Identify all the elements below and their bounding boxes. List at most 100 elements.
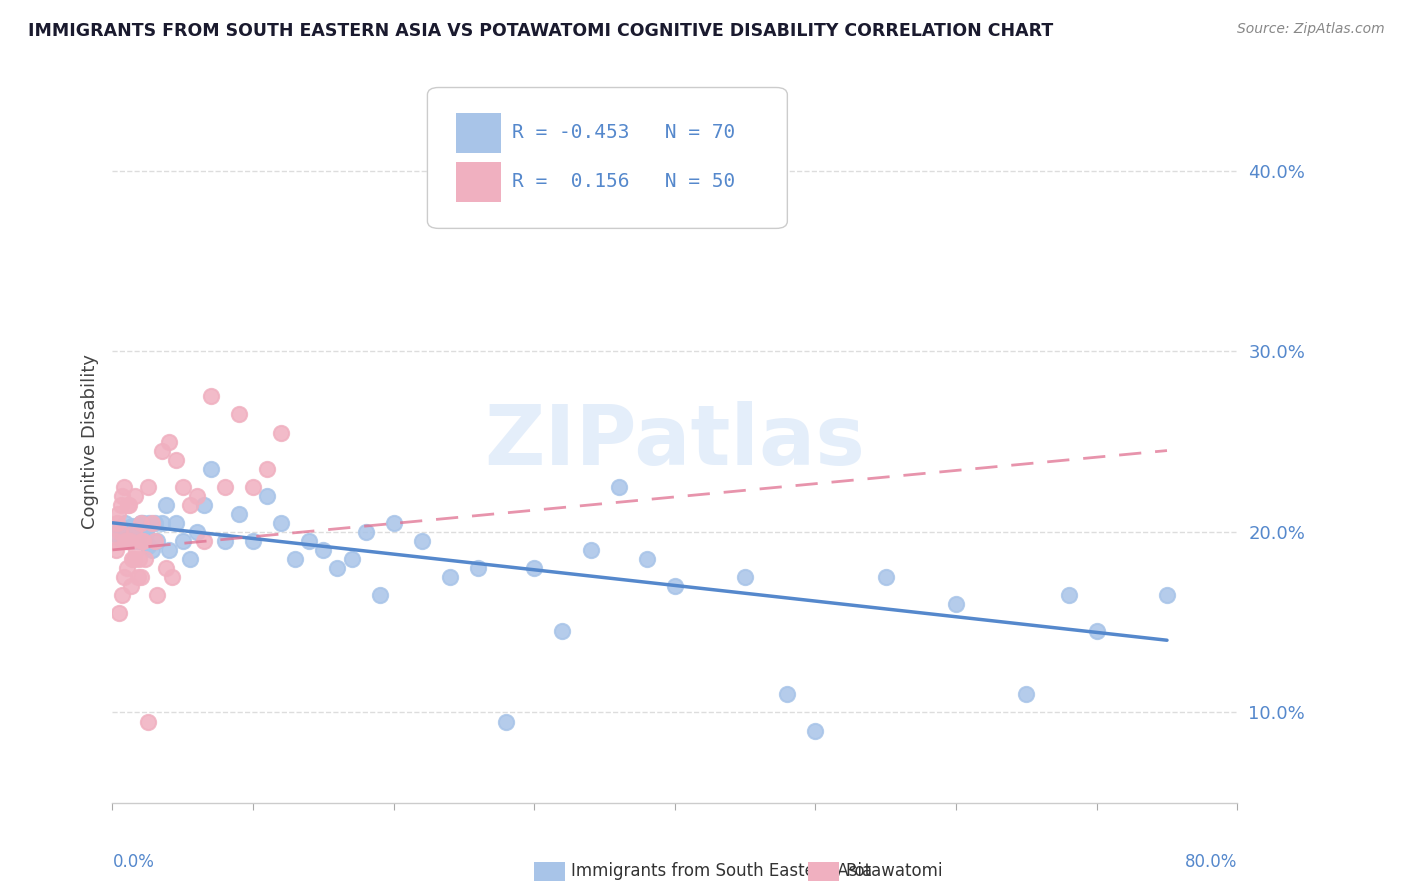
Point (1015, 687, 1038, 701)
Point (368, 588, 391, 602)
Point (105, 542, 127, 557)
Point (326, 561, 349, 575)
Point (132, 516, 155, 530)
Point (136, 480, 159, 494)
Point (298, 533, 321, 548)
Point (1085, 624, 1108, 639)
Point (439, 570, 461, 584)
Point (112, 524, 135, 539)
Text: IMMIGRANTS FROM SOUTH EASTERN ASIA VS POTAWATOMI COGNITIVE DISABILITY CORRELATIO: IMMIGRANTS FROM SOUTH EASTERN ASIA VS PO… (28, 22, 1053, 40)
Point (114, 533, 136, 548)
Point (117, 561, 138, 575)
Point (172, 533, 194, 548)
Point (155, 561, 177, 575)
Point (131, 533, 153, 548)
Point (125, 542, 148, 557)
Point (138, 516, 160, 530)
Point (111, 588, 132, 602)
Point (411, 533, 433, 548)
Text: R = -0.453   N = 70: R = -0.453 N = 70 (512, 123, 735, 142)
Bar (456, 162, 501, 202)
Point (114, 516, 136, 530)
Point (135, 524, 157, 539)
Point (131, 533, 153, 548)
Point (141, 542, 163, 557)
Text: Potawatomi: Potawatomi (845, 863, 942, 880)
Point (124, 524, 146, 539)
Point (157, 434, 180, 449)
Point (382, 516, 405, 530)
Point (256, 489, 278, 503)
Point (124, 489, 146, 503)
Point (664, 579, 686, 593)
Text: ZIPatlas: ZIPatlas (485, 401, 865, 482)
Point (214, 533, 236, 548)
Point (138, 714, 160, 729)
Point (146, 588, 169, 602)
Point (125, 528, 148, 542)
Point (141, 516, 163, 530)
Point (105, 516, 128, 530)
Point (108, 521, 131, 535)
Point (129, 516, 153, 530)
Point (112, 480, 135, 494)
Point (108, 606, 129, 620)
Point (146, 533, 169, 548)
Point (114, 570, 135, 584)
Point (118, 524, 141, 539)
Point (157, 542, 180, 557)
Point (607, 480, 630, 494)
Point (179, 552, 201, 566)
Point (107, 507, 129, 521)
Point (129, 570, 153, 584)
Point (121, 552, 143, 566)
Point (143, 533, 166, 548)
Text: Source: ZipAtlas.com: Source: ZipAtlas.com (1237, 22, 1385, 37)
Point (270, 516, 292, 530)
Point (551, 624, 574, 639)
Point (120, 521, 141, 535)
Point (124, 533, 146, 548)
Point (804, 723, 827, 738)
Point (256, 461, 278, 475)
Point (284, 552, 307, 566)
Point (108, 524, 131, 539)
Point (104, 533, 127, 548)
Point (128, 552, 150, 566)
Point (228, 507, 250, 521)
Point (228, 408, 250, 422)
Point (150, 443, 173, 458)
Point (127, 570, 149, 584)
Text: R =  0.156   N = 50: R = 0.156 N = 50 (512, 172, 735, 191)
Point (120, 533, 142, 548)
Point (172, 480, 194, 494)
Point (115, 528, 138, 542)
Point (495, 714, 517, 729)
Point (875, 570, 897, 584)
Point (200, 461, 222, 475)
Point (115, 533, 138, 548)
Point (636, 552, 658, 566)
Point (160, 570, 183, 584)
Point (354, 524, 377, 539)
Point (134, 528, 156, 542)
Point (111, 489, 134, 503)
Point (186, 524, 208, 539)
Point (136, 539, 159, 553)
Point (120, 579, 142, 593)
Point (165, 516, 187, 530)
Point (214, 480, 236, 494)
Point (945, 597, 967, 611)
Point (150, 516, 173, 530)
Point (467, 561, 489, 575)
Point (193, 498, 215, 512)
Point (117, 524, 138, 539)
Point (179, 498, 201, 512)
Point (165, 452, 187, 467)
FancyBboxPatch shape (427, 87, 787, 228)
Point (143, 516, 166, 530)
Point (121, 519, 143, 533)
Point (129, 524, 152, 539)
Point (134, 552, 156, 566)
Point (1156, 588, 1178, 602)
